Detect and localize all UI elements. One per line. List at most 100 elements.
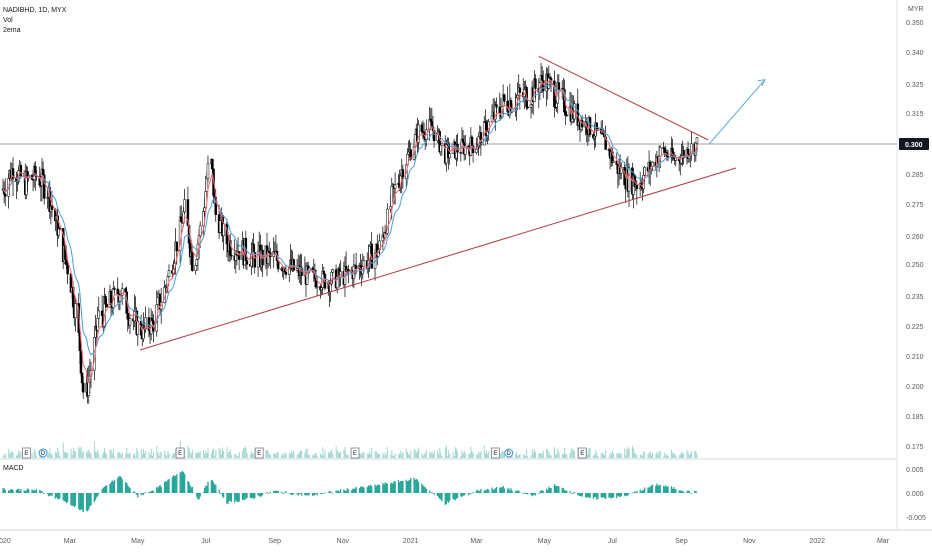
candle-body <box>104 296 107 305</box>
symbol-legend[interactable]: NADIBHD, 1D, MYX <box>3 7 67 14</box>
macd-bar <box>385 482 387 493</box>
volume-bar <box>273 452 275 458</box>
macd-bar <box>422 485 424 493</box>
volume-bar <box>292 452 294 458</box>
candle-body <box>3 193 7 197</box>
macd-bar <box>463 493 465 496</box>
macd-bar <box>246 493 248 498</box>
price-tick-label: 0.340 <box>906 50 924 57</box>
macd-bar <box>429 490 431 493</box>
volume-bar <box>499 454 501 458</box>
volume-bar <box>152 451 154 458</box>
macd-bar <box>238 493 240 502</box>
macd-bar <box>109 483 111 493</box>
volume-bar <box>644 452 646 458</box>
macd-bar <box>657 485 659 493</box>
volume-bar <box>557 448 559 458</box>
macd-bar <box>67 493 69 502</box>
macd-bar <box>73 493 75 507</box>
volume-bar <box>410 450 412 458</box>
time-tick-label: Mar <box>64 538 77 545</box>
macd-bar <box>151 490 153 493</box>
volume-bar <box>95 451 97 458</box>
macd-bar <box>423 486 425 493</box>
macd-bar <box>133 491 136 493</box>
volume-bar <box>73 450 75 458</box>
macd-bar <box>7 490 10 493</box>
volume-bar <box>470 446 472 458</box>
macd-bar <box>507 488 509 493</box>
macd-bar <box>445 493 448 505</box>
macd-bar <box>314 493 316 496</box>
macd-bar <box>344 490 346 493</box>
time-tick-label: Mar <box>877 538 890 545</box>
candle-body <box>503 94 506 102</box>
macd-bar <box>42 493 44 494</box>
volume-bar <box>127 453 129 458</box>
candle-body <box>167 270 171 277</box>
volume-bar <box>101 455 103 458</box>
macd-bar <box>587 493 589 498</box>
macd-bar <box>191 486 194 493</box>
volume-bar <box>316 456 318 458</box>
candle-body <box>320 287 323 291</box>
candle-body <box>195 259 199 266</box>
macd-bar <box>376 484 378 493</box>
macd-bar <box>375 486 377 493</box>
macd-bar <box>275 490 277 493</box>
macd-bar <box>104 485 107 493</box>
macd-bar <box>152 491 155 493</box>
macd-bar <box>417 482 420 493</box>
candle-body <box>362 260 366 268</box>
macd-bar <box>452 493 454 500</box>
macd-bar <box>80 493 82 510</box>
volume-bar <box>72 447 74 458</box>
volume-bar <box>454 447 456 458</box>
ema-slow-line <box>2 82 698 356</box>
volume-bar <box>658 451 660 458</box>
currency-label: MYR <box>908 6 924 13</box>
macd-bar <box>382 482 384 493</box>
volume-bar <box>120 455 122 458</box>
volume-bar <box>423 453 425 458</box>
macd-bar <box>20 488 22 493</box>
macd-bar <box>493 489 495 493</box>
volume-bar <box>438 454 440 458</box>
macd-bar <box>328 491 331 493</box>
volume-bar <box>226 447 228 458</box>
macd-bar <box>290 493 293 495</box>
macd-bar <box>98 493 100 495</box>
candle-body <box>564 111 567 116</box>
macd-tick-label: 0.005 <box>906 467 924 474</box>
candle-body <box>79 350 83 374</box>
macd-bar <box>157 487 159 493</box>
volume-bar <box>542 450 544 458</box>
volume-bar <box>58 451 60 458</box>
candle-body <box>475 148 478 153</box>
macd-bar <box>618 493 620 497</box>
volume-legend[interactable]: Vol <box>3 17 13 24</box>
current-price-tag <box>899 138 929 150</box>
volume-bar <box>532 452 534 458</box>
volume-bar <box>592 455 594 458</box>
macd-bar <box>176 474 178 493</box>
volume-bar <box>249 454 251 458</box>
volume-bar <box>667 455 669 458</box>
ema-legend[interactable]: 2ema <box>3 27 21 34</box>
volume-bar <box>103 447 105 458</box>
volume-bar <box>267 450 269 458</box>
volume-bar <box>330 450 332 458</box>
macd-bar <box>617 493 619 496</box>
candle-body <box>593 135 596 139</box>
macd-bar <box>639 489 641 493</box>
volume-bar <box>672 452 674 458</box>
candle-body <box>203 207 206 212</box>
volume-bar <box>673 453 675 458</box>
macd-bar <box>392 483 394 493</box>
volume-bar <box>445 445 447 458</box>
macd-legend[interactable]: MACD <box>3 465 24 472</box>
time-tick-label: Nov <box>337 538 350 545</box>
macd-bar <box>160 486 162 493</box>
price-tick-label: 0.315 <box>906 111 924 118</box>
